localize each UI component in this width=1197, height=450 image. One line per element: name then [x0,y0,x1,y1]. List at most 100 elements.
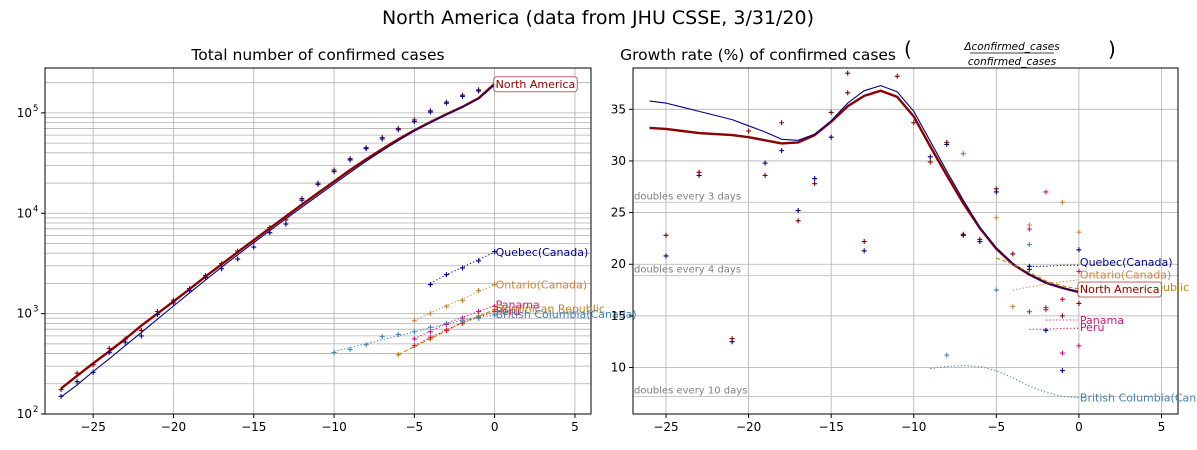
data-point-marker [138,333,144,339]
data-point-marker [1043,307,1049,313]
x-tick-label: 5 [571,420,579,434]
data-point-marker [283,217,289,223]
x-tick-label: 0 [491,420,499,434]
data-point-marker [411,119,417,125]
data-point-marker [395,127,401,133]
data-point-marker [122,339,128,345]
data-point-marker [331,169,337,175]
title-fraction-denominator: confirmed_cases [968,56,1057,68]
x-tick-label: −10 [901,420,926,434]
y-tick-label: 30 [611,154,626,168]
x-tick-label: −10 [321,420,346,434]
series-line-6 [414,310,495,347]
series-line-3 [1012,279,1079,291]
data-point-marker [219,261,225,267]
y-tick-label: 25 [611,206,626,220]
data-point-marker [219,266,225,272]
series-line-2 [1029,264,1079,267]
x-tick-label: 0 [1075,420,1083,434]
data-point-marker [170,300,176,306]
series-line-1 [649,85,1080,293]
data-point-marker [58,387,64,393]
data-point-marker [663,253,669,259]
y-tick-exponent: 4 [33,204,38,214]
data-point-marker [795,208,801,214]
data-point-marker [443,100,449,106]
data-point-marker [476,309,482,315]
data-point-marker [812,181,818,187]
panel-title-growth-rate: Growth rate (%) of confirmed cases [620,46,896,64]
reference-label: doubles every 10 days [634,385,747,396]
data-point-marker [427,324,433,330]
y-tick-exponent: 2 [33,405,38,415]
series-label: Quebec(Canada) [1080,256,1173,269]
data-point-marker [960,151,966,157]
data-point-marker [1059,368,1065,374]
y-tick-label: 10 [17,407,32,421]
data-point-marker [476,287,482,293]
data-point-marker [443,303,449,309]
x-tick-label: −25 [653,420,678,434]
series-label: Ontario(Canada) [496,279,587,292]
data-point-marker [1010,251,1016,257]
data-point-marker [960,232,966,238]
y-tick-label: 10 [17,106,32,120]
axes-frame [44,67,592,415]
data-point-marker [90,362,96,368]
data-point-marker [363,146,369,152]
data-point-marker [1059,199,1065,205]
data-point-marker [411,336,417,342]
x-tick-label: −15 [241,420,266,434]
series-label: British Columbia(Canada) [1080,391,1197,404]
data-point-marker [460,93,466,99]
series-label: Panama [496,299,540,312]
data-point-marker [944,141,950,147]
y-tick-label: 35 [611,102,626,116]
series-line-4 [996,257,1080,290]
data-point-marker [993,189,999,195]
series-line-1 [60,84,495,398]
data-point-marker [927,159,933,165]
data-point-marker [1059,296,1065,302]
data-point-marker [187,287,193,293]
data-point-marker [460,317,466,323]
plot-area [58,82,498,399]
data-point-marker [251,244,257,250]
data-point-marker [1059,313,1065,319]
y-tick-label: 20 [611,257,626,271]
data-point-marker [443,327,449,333]
x-tick-label: −15 [819,420,844,434]
data-point-marker [927,154,933,160]
data-point-marker [74,370,80,376]
data-point-marker [1043,189,1049,195]
data-point-marker [379,334,385,340]
series-line-3 [414,283,495,322]
series-label: British Columbia(Canada) [496,308,637,321]
series-line-0 [60,82,496,390]
x-tick-label: −5 [987,420,1005,434]
data-point-marker [363,342,369,348]
data-point-marker [1026,242,1032,248]
data-point-marker [460,265,466,271]
data-point-marker [476,315,482,321]
data-point-marker [1010,304,1016,310]
panel-title-total-cases: Total number of confirmed cases [190,46,444,64]
data-point-marker [106,349,112,355]
series-line-0 [649,89,1080,294]
data-point-marker [90,369,96,375]
data-point-marker [492,282,498,288]
data-point-marker [861,239,867,245]
data-point-marker [427,329,433,335]
data-point-marker [492,312,498,318]
data-point-marker [299,197,305,203]
data-point-marker [379,136,385,142]
data-point-marker [283,221,289,227]
data-point-marker [729,339,735,345]
series-label: Quebec(Canada) [496,246,589,259]
data-point-marker [1076,343,1082,349]
data-point-marker [411,318,417,324]
data-point-marker [1043,327,1049,333]
data-point-marker [1076,268,1082,274]
data-point-marker [267,230,273,236]
data-point-marker [138,327,144,333]
